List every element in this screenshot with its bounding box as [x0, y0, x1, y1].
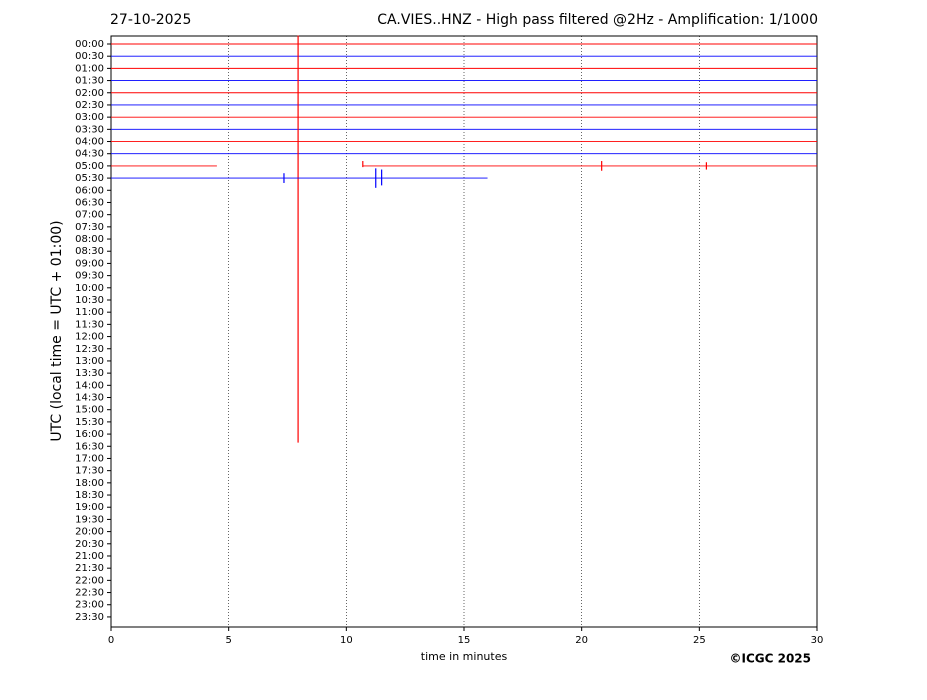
chart-title: CA.VIES..HNZ - High pass filtered @2Hz -…	[377, 12, 818, 28]
y-tick-label: 19:30	[75, 514, 104, 525]
y-tick-label: 16:00	[75, 429, 104, 440]
y-tick-label: 11:00	[75, 307, 104, 318]
plot-frame	[110, 35, 818, 628]
y-tick-label: 23:30	[75, 612, 104, 623]
y-tick-label: 16:30	[75, 441, 104, 452]
y-tick-label: 01:00	[75, 63, 104, 74]
y-tick-label: 11:30	[75, 319, 104, 330]
y-tick-label: 00:00	[75, 39, 104, 50]
x-tick-label: 15	[458, 635, 471, 646]
y-tick-label: 18:00	[75, 478, 104, 489]
y-tick-label: 10:00	[75, 283, 104, 294]
y-tick-label: 09:00	[75, 258, 104, 269]
chart-date: 27-10-2025	[110, 12, 191, 28]
y-tick-label: 03:00	[75, 112, 104, 123]
y-tick-label: 02:30	[75, 100, 104, 111]
x-tick-label: 0	[108, 635, 114, 646]
y-tick-label: 05:00	[75, 161, 104, 172]
y-tick-label: 15:30	[75, 417, 104, 428]
y-tick-label: 01:30	[75, 76, 104, 87]
y-tick-label: 21:00	[75, 551, 104, 562]
y-tick-label: 18:30	[75, 490, 104, 501]
x-tick-label: 5	[225, 635, 231, 646]
y-tick-label: 20:00	[75, 527, 104, 538]
x-axis-label: time in minutes	[421, 650, 508, 663]
x-tick-label: 25	[693, 635, 706, 646]
y-tick-label: 12:00	[75, 332, 104, 343]
y-tick-label: 03:30	[75, 124, 104, 135]
y-tick-label: 13:00	[75, 356, 104, 367]
y-axis-label: UTC (local time = UTC + 01:00)	[49, 220, 65, 441]
y-tick-label: 10:30	[75, 295, 104, 306]
y-tick-label: 13:30	[75, 368, 104, 379]
x-tick-label: 10	[340, 635, 353, 646]
y-tick-label: 22:00	[75, 575, 104, 586]
y-tick-label: 02:00	[75, 88, 104, 99]
y-tick-label: 23:00	[75, 600, 104, 611]
y-tick-label: 14:00	[75, 380, 104, 391]
y-tick-label: 06:00	[75, 185, 104, 196]
y-tick-label: 07:00	[75, 210, 104, 221]
y-tick-label: 19:00	[75, 502, 104, 513]
y-tick-label: 05:30	[75, 173, 104, 184]
y-tick-label: 20:30	[75, 539, 104, 550]
y-tick-label: 21:30	[75, 563, 104, 574]
y-tick-label: 09:30	[75, 271, 104, 282]
credit: ©ICGC 2025	[729, 652, 811, 666]
y-tick-label: 12:30	[75, 344, 104, 355]
y-tick-label: 14:30	[75, 393, 104, 404]
y-tick-label: 06:30	[75, 197, 104, 208]
y-tick-label: 15:00	[75, 405, 104, 416]
x-tick-label: 30	[811, 635, 824, 646]
y-tick-label: 07:30	[75, 222, 104, 233]
y-tick-label: 22:30	[75, 588, 104, 599]
y-tick-label: 04:30	[75, 149, 104, 160]
y-tick-label: 08:00	[75, 234, 104, 245]
x-tick-label: 20	[575, 635, 588, 646]
y-tick-label: 17:00	[75, 453, 104, 464]
y-tick-label: 00:30	[75, 51, 104, 62]
y-tick-label: 04:00	[75, 137, 104, 148]
y-tick-label: 08:30	[75, 246, 104, 257]
y-tick-label: 17:30	[75, 466, 104, 477]
